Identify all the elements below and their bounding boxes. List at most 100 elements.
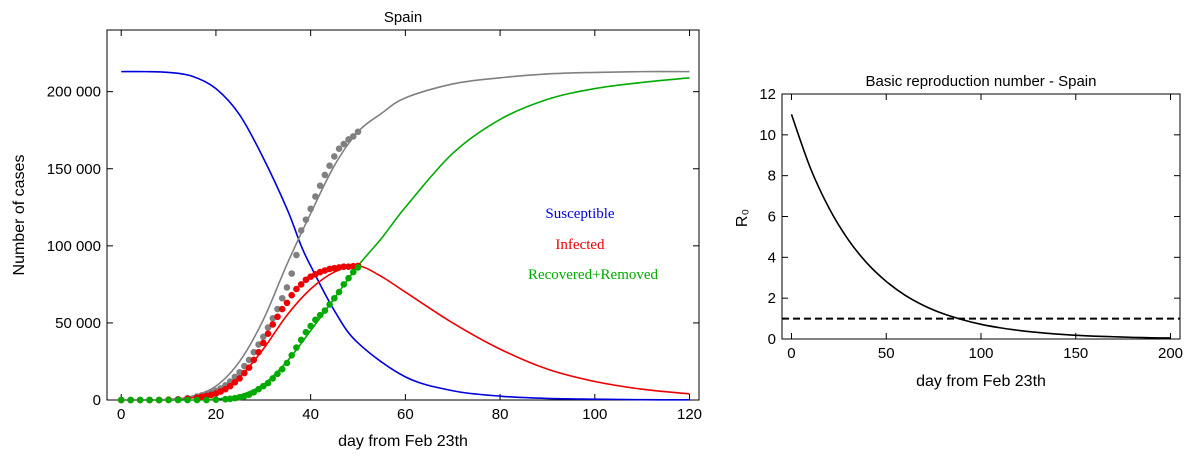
data-point xyxy=(340,263,348,270)
data-point xyxy=(293,285,300,293)
data-point xyxy=(259,382,267,390)
y-axis-label-right: R₀ xyxy=(734,209,751,227)
data-point xyxy=(316,311,324,319)
y-tick-label: 200 000 xyxy=(47,84,101,101)
x-tick-label: 60 xyxy=(397,406,414,423)
data-point xyxy=(245,364,253,371)
x-tick-label: 50 xyxy=(878,345,895,362)
data-point xyxy=(212,396,220,403)
data-point xyxy=(297,227,305,234)
x-tick-label: 100 xyxy=(582,406,607,423)
data-point xyxy=(283,284,291,291)
data-point xyxy=(288,270,296,277)
data-point xyxy=(345,263,352,270)
y-tick-label: 50 000 xyxy=(55,315,101,332)
x-axis-label-left: day from Feb 23th xyxy=(338,433,468,450)
x-tick-label: 20 xyxy=(208,406,225,423)
data-point xyxy=(345,136,352,143)
x-axis-label-right: day from Feb 23th xyxy=(916,373,1046,390)
chart-title-left: Spain xyxy=(384,9,422,26)
data-point xyxy=(288,291,296,299)
data-point xyxy=(245,356,253,364)
y-tick-label: 150 000 xyxy=(47,161,101,178)
data-point xyxy=(236,375,243,382)
data-point xyxy=(226,382,234,390)
x-tick-label: 120 xyxy=(677,406,702,423)
data-point xyxy=(293,344,300,351)
data-point xyxy=(146,396,153,404)
data-point xyxy=(345,274,352,282)
x-tick-label: 200 xyxy=(1158,345,1183,362)
y-tick-label: 0 xyxy=(93,392,101,409)
legend-susceptible: Susceptible xyxy=(545,206,614,222)
data-point xyxy=(340,140,348,148)
y-tick-label: 100 000 xyxy=(47,238,101,255)
data-point xyxy=(274,370,281,378)
data-point xyxy=(117,396,125,404)
series-line xyxy=(121,70,690,401)
data-point xyxy=(349,268,357,276)
data-point xyxy=(335,145,343,153)
data-point xyxy=(250,356,258,364)
data-point xyxy=(326,301,333,308)
data-point xyxy=(331,153,338,160)
data-point xyxy=(316,182,324,190)
data-point xyxy=(302,276,310,284)
data-point xyxy=(174,396,182,404)
data-point xyxy=(231,378,239,386)
data-point xyxy=(283,299,291,307)
data-point xyxy=(255,385,262,393)
data-point xyxy=(136,396,144,404)
data-point xyxy=(274,313,281,321)
chart-title-right: Basic reproduction number - Spain xyxy=(866,73,1097,90)
data-point xyxy=(302,216,310,223)
series-line xyxy=(790,114,1171,339)
series-line xyxy=(121,70,690,401)
data-point xyxy=(127,396,134,404)
data-point xyxy=(321,171,329,179)
data-point xyxy=(331,294,338,302)
data-point xyxy=(288,351,296,359)
data-point xyxy=(321,307,329,314)
data-point xyxy=(259,333,267,341)
x-tick-label: 80 xyxy=(492,406,509,423)
data-point xyxy=(354,264,362,271)
x-tick-label: 0 xyxy=(117,406,125,423)
data-point xyxy=(312,193,319,200)
data-point xyxy=(293,251,300,259)
data-point xyxy=(259,339,267,347)
data-point xyxy=(165,396,172,404)
data-point xyxy=(278,294,286,302)
data-point xyxy=(302,328,310,336)
data-point xyxy=(264,324,272,331)
y-tick-label: 4 xyxy=(768,249,776,266)
data-point xyxy=(203,396,210,404)
y-axis-label-left: Number of cases xyxy=(11,155,28,276)
y-tick-label: 2 xyxy=(768,290,776,307)
spain-cases-chart: Spain day from Feb 23th Number of cases … xyxy=(11,9,702,450)
x-tick-label: 0 xyxy=(787,345,795,362)
spain-r0-chart: Basic reproduction number - Spain day fr… xyxy=(734,73,1183,390)
data-point xyxy=(326,162,333,169)
data-point xyxy=(283,359,291,367)
data-point xyxy=(241,369,248,377)
legend-infected: Infected xyxy=(555,237,605,253)
y-tick-label: 12 xyxy=(759,86,776,103)
x-tick-label: 40 xyxy=(302,406,319,423)
plot-frame-left xyxy=(106,29,700,401)
legend-recovered-removed: Recovered+Removed xyxy=(528,267,659,283)
data-point xyxy=(193,396,201,404)
legend-left: Susceptible Infected Recovered+Removed xyxy=(528,206,659,283)
data-point xyxy=(335,288,343,296)
data-point xyxy=(278,305,286,313)
data-point xyxy=(222,395,229,403)
data-point xyxy=(274,305,281,313)
x-tick-label: 100 xyxy=(968,345,993,362)
y-tick-label: 8 xyxy=(768,168,776,185)
data-point xyxy=(307,322,314,330)
data-point xyxy=(354,128,362,136)
data-point xyxy=(278,365,286,373)
data-point xyxy=(349,133,357,140)
data-point xyxy=(264,379,272,387)
